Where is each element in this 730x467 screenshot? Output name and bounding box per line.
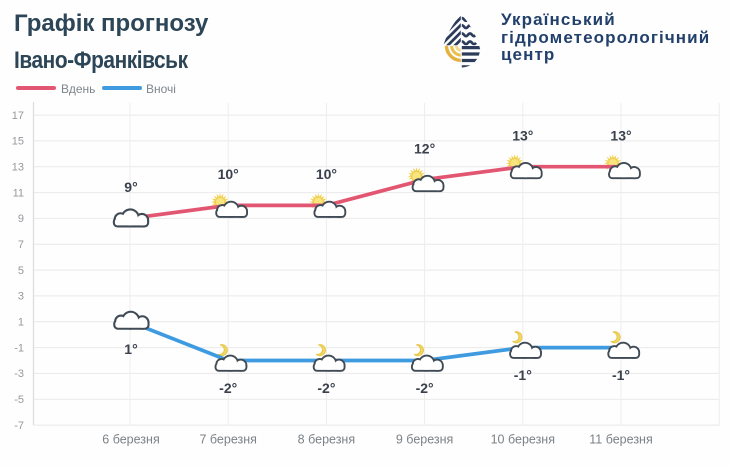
svg-text:-5: -5 bbox=[14, 394, 24, 406]
svg-text:-3: -3 bbox=[14, 368, 24, 380]
svg-text:9: 9 bbox=[18, 213, 24, 225]
svg-text:-2°: -2° bbox=[317, 380, 335, 396]
svg-text:-1: -1 bbox=[14, 342, 24, 354]
svg-text:-1°: -1° bbox=[514, 367, 532, 383]
svg-text:8 березня: 8 березня bbox=[298, 433, 355, 447]
svg-text:12°: 12° bbox=[414, 140, 435, 156]
svg-text:11: 11 bbox=[13, 187, 24, 199]
svg-text:-7: -7 bbox=[14, 420, 24, 432]
svg-text:-1°: -1° bbox=[612, 367, 630, 383]
svg-text:13°: 13° bbox=[512, 128, 533, 144]
svg-text:13°: 13° bbox=[610, 128, 631, 144]
svg-text:10°: 10° bbox=[218, 166, 239, 182]
svg-text:11 березня: 11 березня bbox=[589, 433, 652, 447]
svg-text:15: 15 bbox=[12, 136, 24, 148]
svg-text:10 березня: 10 березня bbox=[491, 433, 555, 447]
svg-text:13: 13 bbox=[12, 161, 24, 173]
svg-text:5: 5 bbox=[18, 265, 24, 277]
svg-text:17: 17 bbox=[12, 110, 24, 122]
svg-text:1°: 1° bbox=[124, 341, 137, 357]
svg-text:7: 7 bbox=[18, 239, 24, 251]
svg-text:-2°: -2° bbox=[219, 380, 237, 396]
svg-text:1: 1 bbox=[18, 317, 24, 329]
svg-text:6 березня: 6 березня bbox=[102, 433, 159, 447]
svg-text:9°: 9° bbox=[124, 179, 137, 195]
svg-text:3: 3 bbox=[18, 291, 24, 303]
svg-text:9 березня: 9 березня bbox=[396, 433, 453, 447]
svg-text:-2°: -2° bbox=[416, 380, 434, 396]
svg-text:10°: 10° bbox=[316, 166, 337, 182]
svg-text:7 березня: 7 березня bbox=[199, 433, 256, 447]
